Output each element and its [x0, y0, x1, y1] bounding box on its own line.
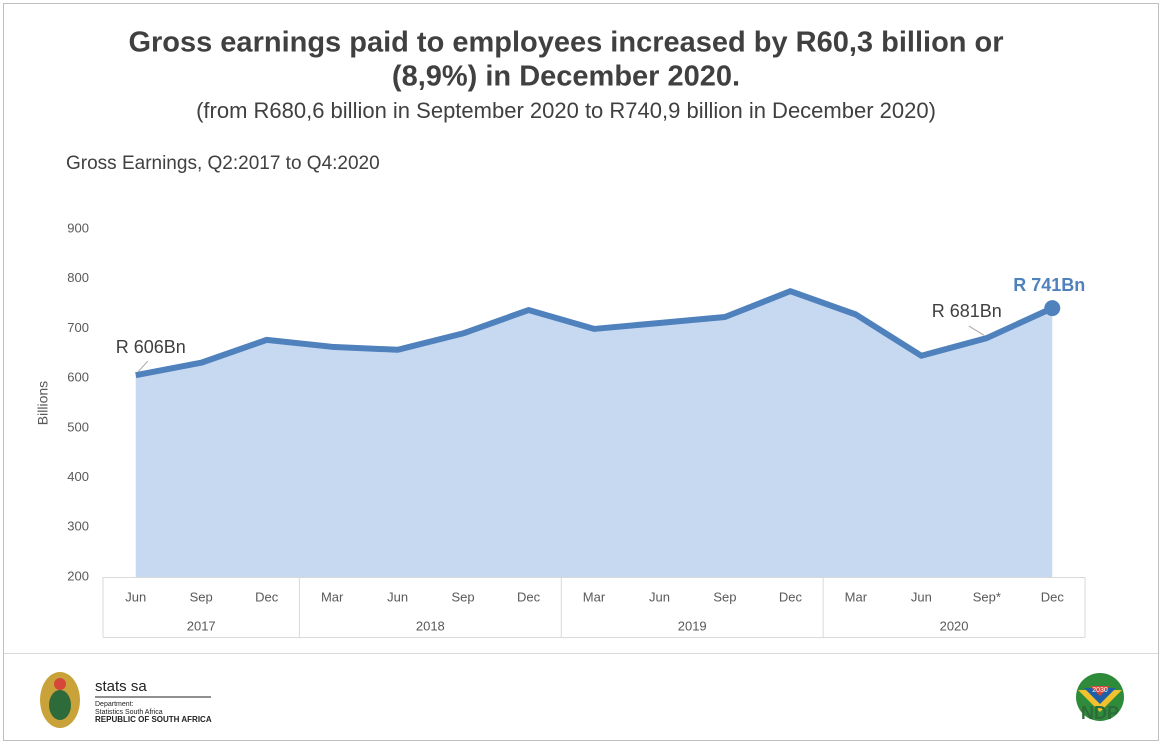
y-tick-label: 500 — [67, 419, 89, 434]
title: Gross earnings paid to employees increas… — [128, 27, 1003, 59]
x-tick-label: Jun — [125, 589, 146, 604]
ndp: NDP — [1081, 703, 1119, 723]
x-tick-label: Jun — [649, 589, 670, 604]
y-tick-label: 300 — [67, 519, 89, 534]
area — [135, 291, 1053, 577]
line — [135, 288, 1054, 379]
x-tick-label: Dec — [255, 589, 279, 604]
y-tick-label: 700 — [67, 320, 89, 335]
leader-line — [137, 360, 149, 373]
title: (8,9%) in December 2020. — [392, 61, 740, 93]
x-group-label: 2020 — [940, 618, 969, 633]
x-tick-label: Dec — [517, 589, 541, 604]
x-tick-label: Mar — [845, 589, 868, 604]
x-group-label: 2018 — [416, 618, 445, 633]
chart-title: Gross Earnings, Q2:2017 to Q4:2020 — [66, 153, 380, 174]
x-tick-label: Sep — [713, 589, 736, 604]
data-label: R 741Bn — [1013, 275, 1085, 295]
x-group-label: 2017 — [187, 618, 216, 633]
dept: Department: — [95, 701, 134, 708]
x-tick-label: Sep — [190, 589, 213, 604]
x-tick-label: Dec — [779, 589, 803, 604]
country: REPUBLIC OF SOUTH AFRICA — [95, 715, 212, 724]
x-group-label: 2019 — [678, 618, 707, 633]
data-label: R 606Bn — [116, 337, 186, 357]
org: Statistics South Africa — [95, 709, 163, 716]
coat-of-arms — [40, 672, 80, 728]
brand: stats sa — [95, 678, 147, 695]
ndp-year: 2030 — [1092, 687, 1108, 694]
y-tick-label: 200 — [67, 568, 89, 583]
y-tick-label: 800 — [67, 270, 89, 285]
x-tick-label: Jun — [387, 589, 408, 604]
subtitle: (from R680,6 billion in September 2020 t… — [196, 98, 936, 123]
x-tick-label: Jun — [911, 589, 932, 604]
end-marker — [1044, 300, 1061, 317]
y-tick-label: 600 — [67, 370, 89, 385]
y-tick-label: 400 — [67, 469, 89, 484]
x-tick-label: Dec — [1041, 589, 1065, 604]
x-tick-label: Sep* — [973, 589, 1001, 604]
x-tick-label: Mar — [583, 589, 606, 604]
data-label: R 681Bn — [932, 301, 1002, 321]
x-tick-label: Mar — [321, 589, 344, 604]
ndp-logo — [1076, 673, 1124, 721]
leader-line — [968, 325, 985, 336]
y-axis-label: Billions — [35, 381, 51, 425]
x-tick-label: Sep — [451, 589, 474, 604]
y-tick-label: 900 — [67, 220, 89, 235]
